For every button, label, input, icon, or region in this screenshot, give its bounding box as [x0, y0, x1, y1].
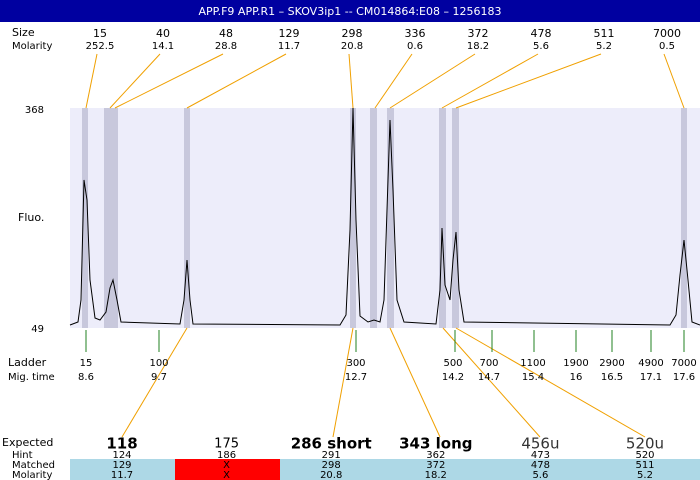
peak-size: 129: [279, 27, 300, 40]
matched-molarity: 20.8: [320, 470, 342, 480]
expected-label: Expected: [2, 436, 53, 449]
ladder-time: 9.7: [151, 372, 167, 383]
ladder-size: 7000: [671, 358, 696, 369]
peak-connector: [85, 53, 98, 109]
matched-molarity: 11.7: [111, 470, 133, 480]
peak-molarity: 5.2: [596, 41, 612, 52]
expected-size: 520u: [626, 435, 664, 453]
matched-molarity: 18.2: [425, 470, 447, 480]
matched-molarity: X: [223, 470, 230, 480]
matched-size: 129: [112, 460, 131, 471]
matched-size: 298: [322, 460, 341, 471]
matched-size: 511: [635, 460, 654, 471]
peak-connector: [114, 53, 224, 109]
trace: [69, 107, 700, 326]
peak-size: 7000: [653, 27, 681, 40]
matched-size: 478: [531, 460, 550, 471]
molarity-row-label: Molarity: [12, 470, 52, 480]
y-min-label: 49: [31, 324, 44, 335]
matched-row-bg: [70, 459, 700, 480]
hint-size: 362: [426, 450, 445, 461]
header-bar: [0, 0, 700, 22]
ladder-size: 500: [443, 358, 462, 369]
ladder-size: 15: [80, 358, 93, 369]
ladder-size: 300: [346, 358, 365, 369]
peak-connector: [389, 53, 476, 109]
peak-connector: [441, 53, 539, 109]
hint-size: 124: [112, 450, 131, 461]
peak-molarity: 28.8: [215, 41, 237, 52]
connector-lines: [121, 327, 646, 438]
ladder-time: 14.2: [442, 372, 464, 383]
peak-connector: [455, 53, 602, 109]
peak-molarity: 252.5: [86, 41, 115, 52]
molarity-label: Molarity: [12, 41, 52, 52]
peak-connector: [374, 53, 413, 109]
expected-size: 118: [106, 435, 137, 453]
peak-size: 372: [468, 27, 489, 40]
expected-size: 343 long: [399, 435, 472, 453]
ladder-size: 1100: [520, 358, 545, 369]
peak-molarity: 18.2: [467, 41, 489, 52]
ladder-time: 12.7: [345, 372, 367, 383]
plot-area: [70, 108, 700, 328]
size-label: Size: [12, 26, 35, 39]
matched-size: X: [223, 460, 230, 471]
peak-bands: [82, 108, 687, 328]
peak-molarity: 0.6: [407, 41, 423, 52]
peak-molarity: 11.7: [278, 41, 300, 52]
ladder-time: 8.6: [78, 372, 94, 383]
peak-size: 478: [531, 27, 552, 40]
peak-connector: [663, 53, 685, 109]
peak-molarity: 5.6: [533, 41, 549, 52]
hint-size: 473: [531, 450, 550, 461]
matched-size: 372: [426, 460, 445, 471]
peak-molarity: 0.5: [659, 41, 675, 52]
expected-size: 286 short: [291, 435, 372, 453]
hint-size: 291: [322, 450, 341, 461]
ladder-size: 1900: [563, 358, 588, 369]
ladder-time: 17.1: [640, 372, 662, 383]
peak-size: 15: [93, 27, 107, 40]
y-axis-label: Fluo.: [18, 211, 44, 224]
peak-size: 511: [594, 27, 615, 40]
matched-molarity: 5.2: [637, 470, 653, 480]
mig-time-label: Mig. time: [8, 372, 55, 383]
peak-molarity: 20.8: [341, 41, 363, 52]
ladder-size: 2900: [599, 358, 624, 369]
ladder-size: 4900: [638, 358, 663, 369]
peak-size: 40: [156, 27, 170, 40]
peak-connector: [186, 53, 287, 109]
y-max-label: 368: [25, 105, 44, 116]
header-title: APP.F9 APP.R1 – SKOV3ip1 -- CM014864:E08…: [199, 5, 502, 18]
ladder-time: 16: [570, 372, 583, 383]
ladder-time: 17.6: [673, 372, 695, 383]
ladder-size: 100: [149, 358, 168, 369]
hint-label: Hint: [12, 450, 33, 461]
peak-connector: [109, 53, 161, 109]
peak-size: 298: [342, 27, 363, 40]
ladder-time: 16.5: [601, 372, 623, 383]
unmatched-cell: [175, 459, 280, 480]
peak-molarity: 14.1: [152, 41, 174, 52]
matched-molarity: 5.6: [532, 470, 548, 480]
peak-size: 336: [405, 27, 426, 40]
peak-connector: [348, 53, 354, 109]
hint-size: 520: [635, 450, 654, 461]
matched-label: Matched: [12, 460, 55, 471]
hint-size: 186: [217, 450, 236, 461]
ladder-label: Ladder: [8, 356, 47, 369]
peak-size: 48: [219, 27, 233, 40]
expected-size: 175: [214, 437, 239, 452]
expected-size: 456u: [521, 435, 559, 453]
ladder-time: 15.4: [522, 372, 544, 383]
ladder-time: 14.7: [478, 372, 500, 383]
ladder-size: 700: [479, 358, 498, 369]
